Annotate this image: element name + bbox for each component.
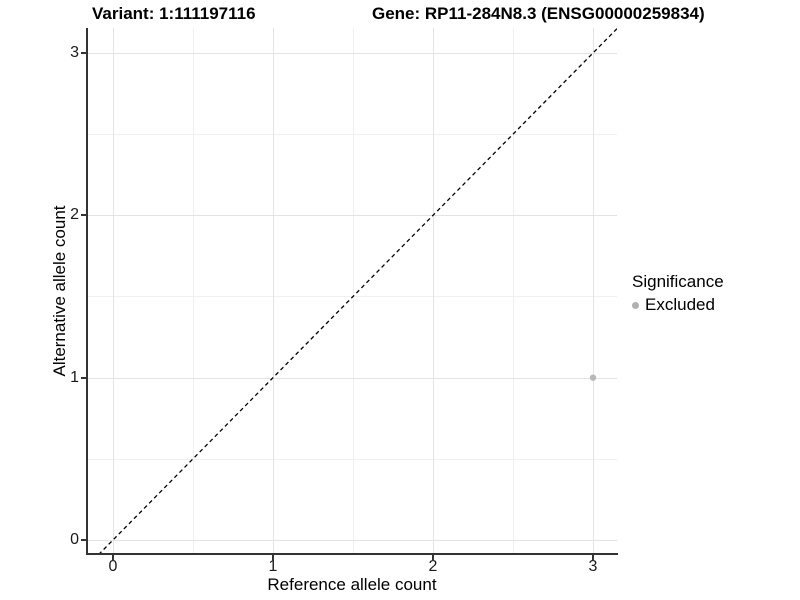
y-tick-mark: [81, 539, 86, 541]
legend-item-excluded: Excluded: [632, 295, 724, 315]
y-tick-label: 1: [70, 369, 79, 386]
legend: Significance Excluded: [632, 271, 724, 315]
identity-dashed-line: [98, 28, 617, 554]
plot-area-svg: [88, 28, 617, 554]
y-tick-label: 2: [70, 206, 79, 223]
legend-point-icon: [632, 301, 639, 309]
x-tick-label: 1: [268, 558, 278, 575]
plot-title-variant: Variant: 1:111197116: [92, 4, 256, 23]
legend-item-label: Excluded: [645, 295, 715, 314]
x-tick-mark: [272, 555, 274, 560]
x-tick-label: 3: [588, 558, 598, 575]
plot-panel: [88, 28, 617, 554]
data-point: [589, 374, 597, 381]
plot-title-gene: Gene: RP11-284N8.3 (ENSG00000259834): [372, 4, 705, 23]
x-tick-label: 2: [428, 558, 438, 575]
y-axis-title: Alternative allele count: [50, 205, 69, 377]
x-tick-mark: [592, 555, 594, 560]
x-tick-mark: [112, 555, 114, 560]
y-axis-line: [86, 28, 88, 555]
y-tick-mark: [81, 377, 86, 379]
x-axis-title: Reference allele count: [267, 575, 437, 594]
y-tick-label: 3: [70, 44, 79, 61]
x-tick-mark: [432, 555, 434, 560]
x-tick-label: 0: [108, 558, 118, 575]
y-tick-mark: [81, 214, 86, 216]
y-tick-mark: [81, 52, 86, 54]
x-axis-line: [86, 553, 618, 555]
y-tick-label: 0: [70, 531, 79, 548]
legend-title: Significance: [632, 272, 724, 291]
